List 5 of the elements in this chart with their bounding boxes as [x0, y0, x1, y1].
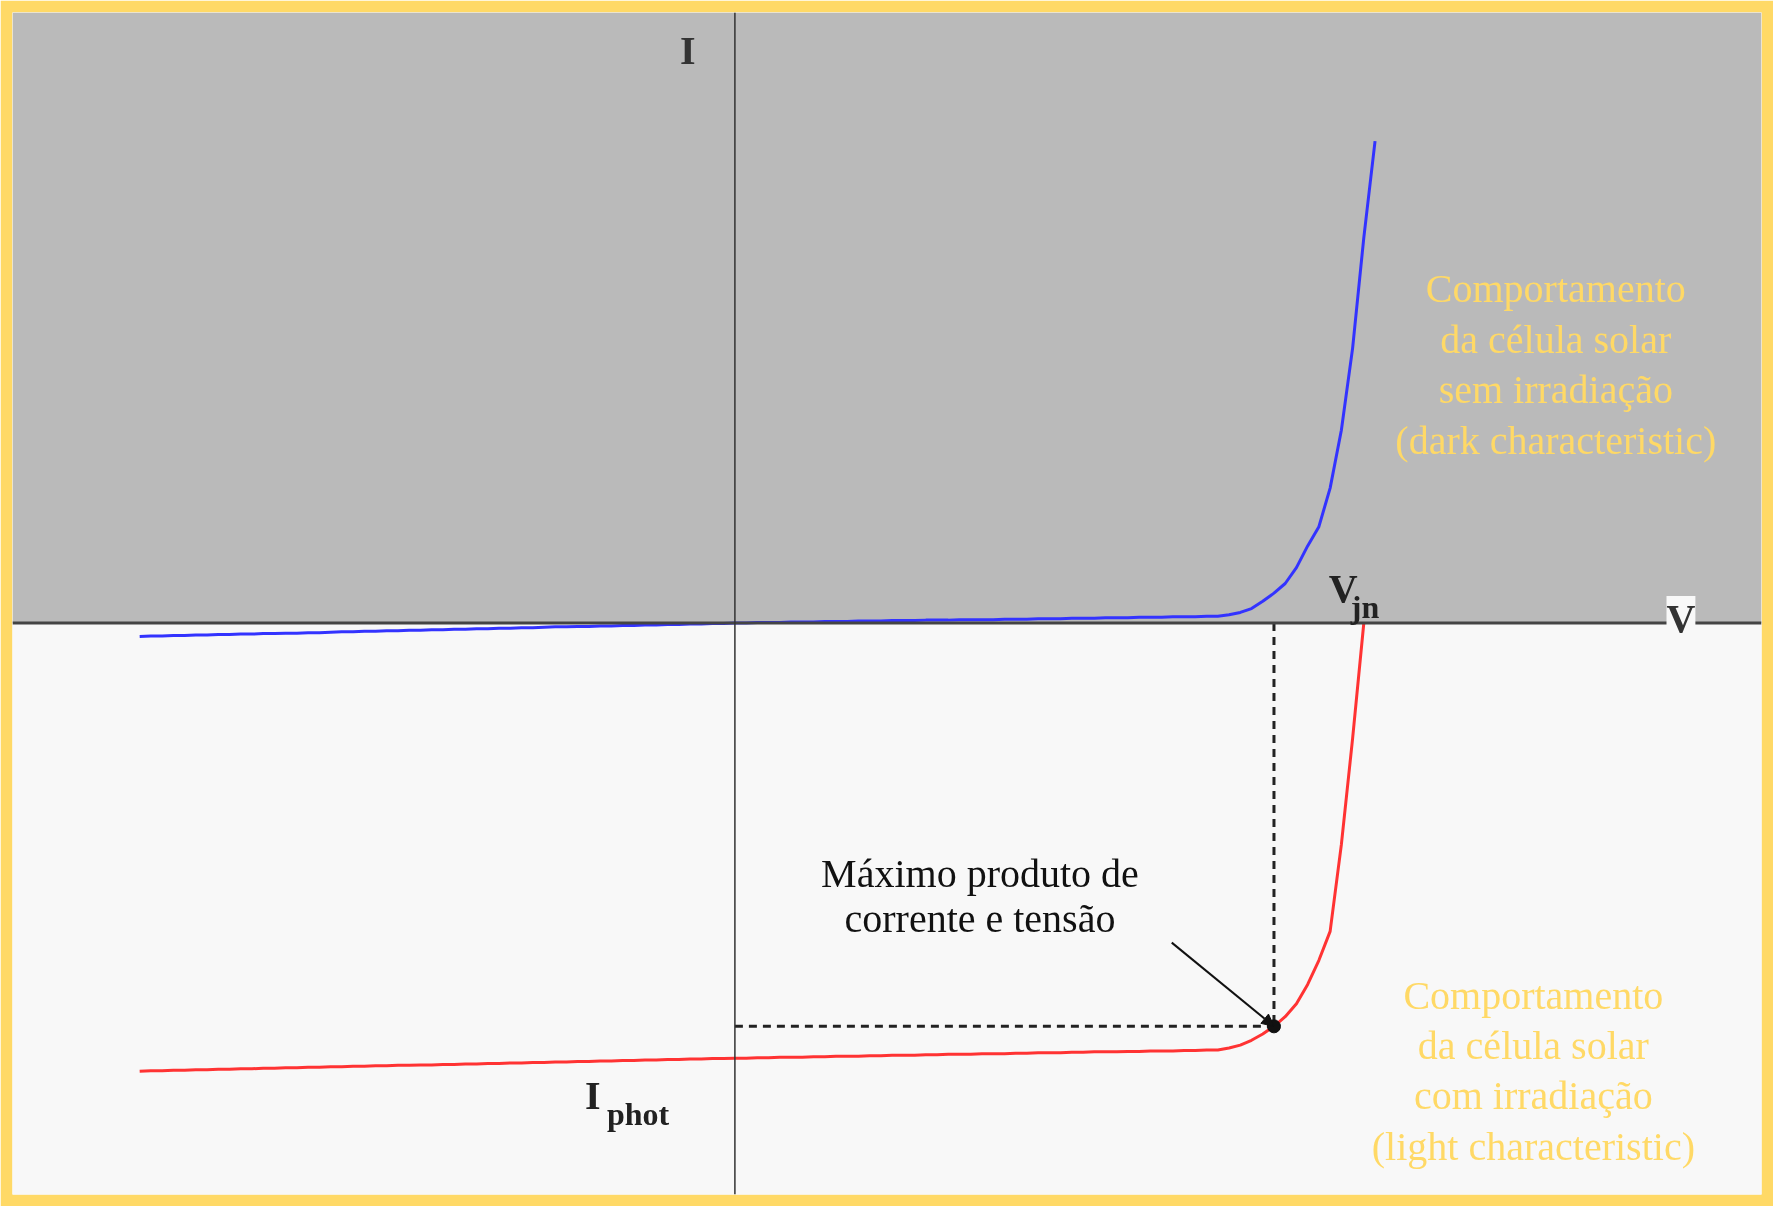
annotation: Comportamento da célula solar com irradiação (light characteristic) — [1371, 972, 1695, 1169]
y-axis-title: I — [679, 27, 696, 73]
annotation: Máximo produto de corrente e tensão — [821, 851, 1139, 942]
text: V — [1666, 596, 1696, 642]
text: Comportamento da célula solar sem irradiação (dark characteristic) — [1395, 266, 1717, 463]
